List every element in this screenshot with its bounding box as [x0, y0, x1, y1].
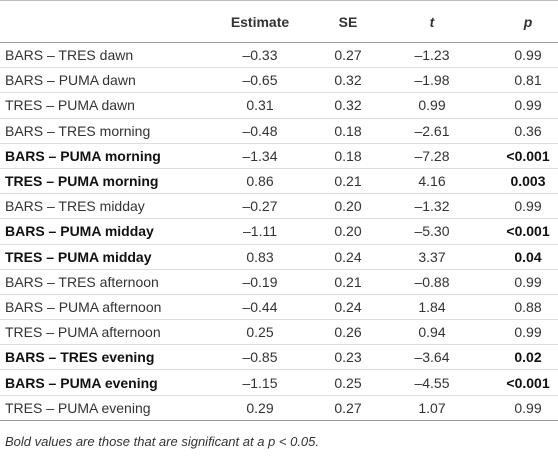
value-cell: –0.44 [212, 294, 308, 321]
header-cell: SE [308, 0, 388, 43]
value-cell: 0.20 [308, 193, 388, 220]
table-row: TRES – PUMA evening 0.29 0.27 1.07 0.99 [0, 395, 558, 421]
value-cell: –0.48 [212, 118, 308, 144]
value-cell: <0.001 [476, 369, 558, 396]
value-cell: 0.003 [476, 168, 558, 195]
comparison-cell: BARS – PUMA afternoon [0, 294, 212, 321]
header-cell: Estimate [212, 0, 308, 43]
table-row: TRES – PUMA morning 0.86 0.21 4.16 0.003 [0, 168, 558, 195]
value-cell: 0.18 [308, 118, 388, 144]
comparison-cell: TRES – PUMA dawn [0, 92, 212, 119]
value-cell: 0.25 [212, 319, 308, 346]
value-cell: 1.84 [388, 294, 476, 321]
value-cell: 0.99 [476, 92, 558, 119]
comparison-cell: TRES – PUMA morning [0, 168, 212, 195]
value-cell: –4.55 [388, 369, 476, 396]
value-cell: 0.26 [308, 319, 388, 346]
value-cell: –0.33 [212, 42, 308, 69]
table-row: TRES – PUMA dawn 0.31 0.32 0.99 0.99 [0, 92, 558, 119]
value-cell: 0.04 [476, 244, 558, 270]
header-cell: p [476, 0, 558, 43]
value-cell: 0.99 [476, 269, 558, 295]
value-cell: 0.99 [476, 42, 558, 69]
table-row: TRES – PUMA midday 0.83 0.24 3.37 0.04 [0, 244, 558, 270]
comparison-cell: BARS – TRES midday [0, 193, 212, 220]
table-row: BARS – PUMA evening –1.15 0.25 –4.55 <0.001 [0, 369, 558, 396]
value-cell: 4.16 [388, 168, 476, 195]
value-cell: –0.88 [388, 269, 476, 295]
value-cell: 0.18 [308, 143, 388, 169]
comparison-cell: BARS – PUMA midday [0, 218, 212, 245]
table-row: BARS – TRES evening –0.85 0.23 –3.64 0.02 [0, 344, 558, 371]
value-cell: 0.25 [308, 369, 388, 396]
comparison-cell: BARS – TRES morning [0, 118, 212, 144]
value-cell: <0.001 [476, 218, 558, 245]
table-row: BARS – TRES afternoon –0.19 0.21 –0.88 0.99 [0, 269, 558, 295]
value-cell: –0.19 [212, 269, 308, 295]
value-cell: 0.02 [476, 344, 558, 371]
value-cell: 0.36 [476, 118, 558, 144]
value-cell: 0.32 [308, 92, 388, 119]
comparison-cell: BARS – TRES afternoon [0, 269, 212, 295]
comparison-cell: TRES – PUMA midday [0, 244, 212, 270]
value-cell: –1.23 [388, 42, 476, 69]
value-cell: 0.94 [388, 319, 476, 346]
value-cell: –2.61 [388, 118, 476, 144]
value-cell: 0.27 [308, 42, 388, 69]
table-row: BARS – TRES dawn –0.33 0.27 –1.23 0.99 [0, 42, 558, 69]
comparison-cell: TRES – PUMA afternoon [0, 319, 212, 346]
table-row: BARS – TRES midday –0.27 0.20 –1.32 0.99 [0, 193, 558, 220]
footnote: Bold values are those that are significa… [5, 433, 320, 449]
value-cell: 0.21 [308, 168, 388, 195]
value-cell: 0.81 [476, 67, 558, 94]
table-row: BARS – TRES morning –0.48 0.18 –2.61 0.36 [0, 118, 558, 144]
comparison-cell: BARS – PUMA dawn [0, 67, 212, 94]
value-cell: –0.27 [212, 193, 308, 220]
header-cell: t [388, 0, 476, 43]
header-row: Estimate SE t p [0, 0, 558, 43]
comparison-cell: BARS – PUMA morning [0, 143, 212, 169]
results-table: Estimate SE t p BARS – TRES dawn –0.33 0.2… [0, 0, 558, 421]
table-row: TRES – PUMA afternoon 0.25 0.26 0.94 0.99 [0, 319, 558, 346]
table-row: BARS – PUMA midday –1.11 0.20 –5.30 <0.001 [0, 218, 558, 245]
table-row: BARS – PUMA afternoon –0.44 0.24 1.84 0.88 [0, 294, 558, 321]
comparison-cell: TRES – PUMA evening [0, 395, 212, 421]
value-cell: <0.001 [476, 143, 558, 169]
value-cell: 1.07 [388, 395, 476, 421]
comparison-cell: BARS – TRES dawn [0, 42, 212, 69]
value-cell: 0.99 [476, 193, 558, 220]
value-cell: –1.98 [388, 67, 476, 94]
value-cell: 0.32 [308, 67, 388, 94]
value-cell: 0.27 [308, 395, 388, 421]
comparison-cell: BARS – PUMA evening [0, 369, 212, 396]
comparison-cell: BARS – TRES evening [0, 344, 212, 371]
value-cell: 0.88 [476, 294, 558, 321]
value-cell: 0.99 [476, 319, 558, 346]
value-cell: –5.30 [388, 218, 476, 245]
value-cell: –1.15 [212, 369, 308, 396]
value-cell: 0.99 [388, 92, 476, 119]
value-cell: 0.99 [476, 395, 558, 421]
value-cell: 3.37 [388, 244, 476, 270]
value-cell: 0.23 [308, 344, 388, 371]
value-cell: 0.21 [308, 269, 388, 295]
value-cell: 0.24 [308, 294, 388, 321]
table-row: BARS – PUMA morning –1.34 0.18 –7.28 <0.001 [0, 143, 558, 169]
value-cell: –7.28 [388, 143, 476, 169]
value-cell: 0.86 [212, 168, 308, 195]
value-cell: –1.34 [212, 143, 308, 169]
header-cell [0, 0, 212, 43]
value-cell: 0.20 [308, 218, 388, 245]
value-cell: –0.85 [212, 344, 308, 371]
value-cell: 0.29 [212, 395, 308, 421]
table-row: BARS – PUMA dawn –0.65 0.32 –1.98 0.81 [0, 67, 558, 94]
value-cell: 0.24 [308, 244, 388, 270]
value-cell: –0.65 [212, 67, 308, 94]
value-cell: –1.11 [212, 218, 308, 245]
value-cell: –1.32 [388, 193, 476, 220]
value-cell: –3.64 [388, 344, 476, 371]
value-cell: 0.83 [212, 244, 308, 270]
value-cell: 0.31 [212, 92, 308, 119]
